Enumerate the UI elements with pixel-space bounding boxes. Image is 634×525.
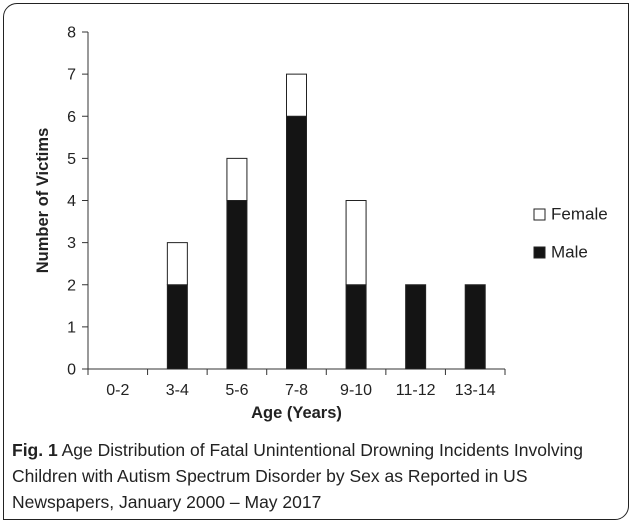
y-tick-label: 4 (67, 193, 76, 210)
y-tick-label: 6 (67, 109, 76, 126)
legend-label-male: Male (551, 243, 588, 262)
y-tick-label: 1 (67, 319, 76, 336)
bar-female (345, 200, 367, 286)
x-tick-label: 3-4 (166, 382, 189, 399)
y-tick-label: 2 (67, 277, 76, 294)
bar-female (286, 73, 307, 117)
bar-male (226, 200, 248, 370)
legend-swatch-female (533, 208, 546, 221)
x-tick-label: 7-8 (285, 382, 308, 399)
x-tick-label: 9-10 (340, 382, 372, 399)
figure-frame (3, 3, 629, 520)
legend-label-female: Female (551, 205, 608, 224)
caption-label: Fig. 1 (12, 440, 58, 460)
x-axis-title: Age (Years) (251, 404, 342, 422)
bar-female (166, 242, 188, 286)
x-tick-label: 0-2 (106, 382, 129, 399)
bar-male (286, 115, 307, 370)
y-tick-label: 8 (67, 25, 76, 42)
y-axis-title: Number of Victims (34, 128, 52, 273)
stacked-bar-chart: 0 1 2 3 4 5 6 7 8 0-2 3-4 5-6 7-8 9-10 11-12 13-14 Age (… (34, 25, 608, 423)
bar-male (464, 284, 486, 370)
x-tick-label: 11-12 (396, 382, 436, 399)
y-tick-label: 7 (67, 67, 76, 84)
bar-female (226, 157, 248, 201)
y-tick-label: 0 (67, 362, 76, 379)
bar-male (345, 284, 367, 370)
x-tick-label: 5-6 (225, 382, 248, 399)
bar-male (405, 284, 427, 370)
legend-swatch-male (533, 246, 546, 259)
x-tick-label: 13-14 (455, 382, 496, 399)
caption-text: Age Distribution of Fatal Unintentional … (12, 440, 584, 512)
y-tick-label: 3 (67, 235, 76, 252)
y-tick-label: 5 (67, 151, 76, 168)
bar-male (166, 284, 188, 370)
figure-caption: Fig. 1 Age Distribution of Fatal Uninten… (12, 437, 622, 515)
